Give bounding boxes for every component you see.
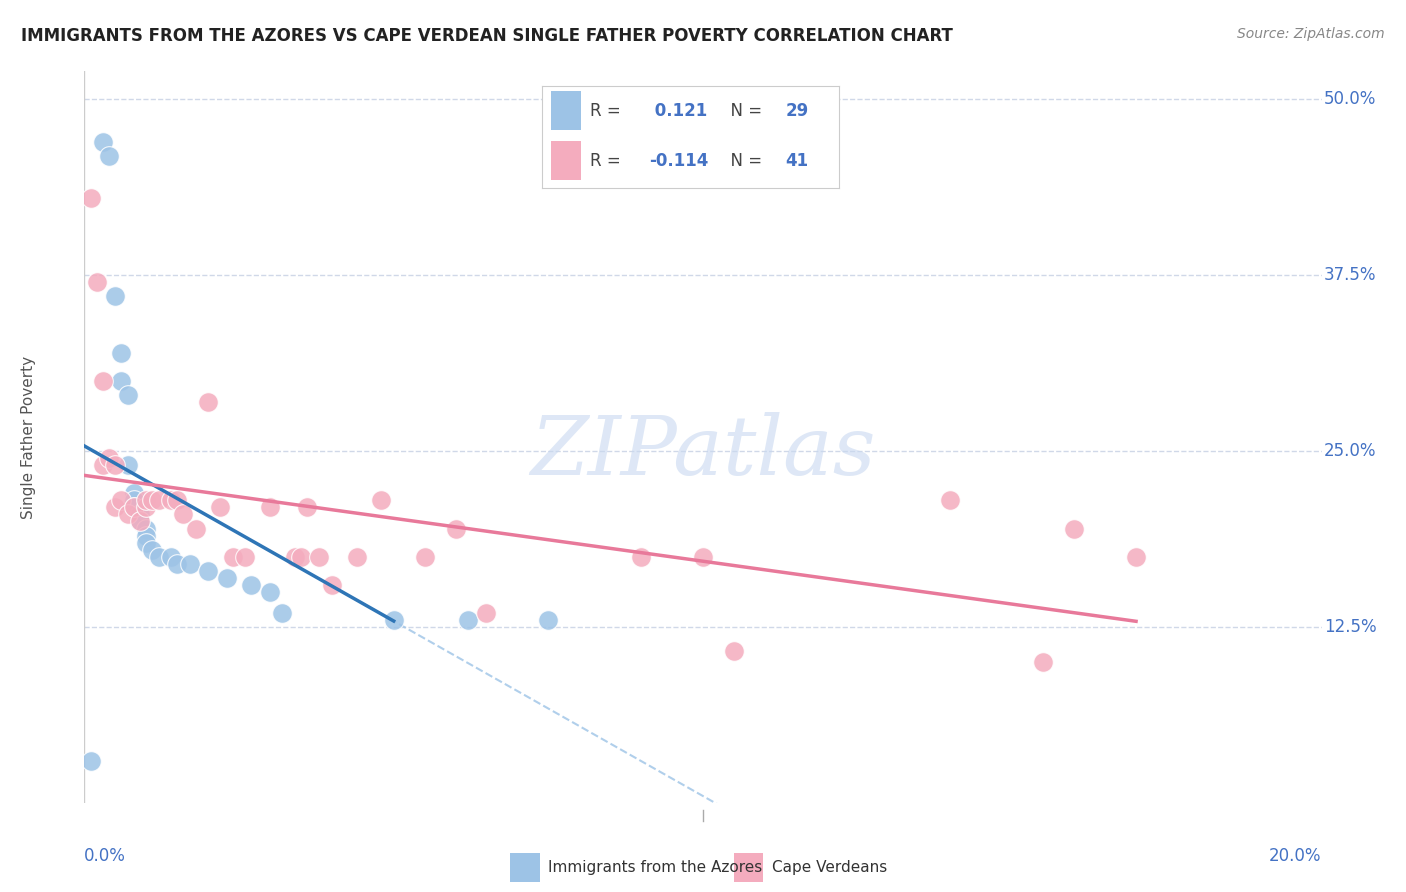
Point xyxy=(117,508,139,522)
Point xyxy=(457,613,479,627)
Point xyxy=(91,374,114,388)
Text: R =: R = xyxy=(589,152,626,169)
Text: Single Father Poverty: Single Father Poverty xyxy=(21,356,37,518)
Point xyxy=(444,521,467,535)
Bar xyxy=(551,141,581,180)
Point xyxy=(723,644,745,658)
Point xyxy=(1032,655,1054,669)
Text: Immigrants from the Azores: Immigrants from the Azores xyxy=(548,860,762,875)
Point xyxy=(537,613,560,627)
Text: N =: N = xyxy=(720,152,768,169)
Point xyxy=(172,508,194,522)
Point xyxy=(259,500,281,515)
Bar xyxy=(510,854,540,881)
Point xyxy=(122,493,145,508)
Text: 0.121: 0.121 xyxy=(650,102,707,120)
Point xyxy=(259,584,281,599)
Text: Source: ZipAtlas.com: Source: ZipAtlas.com xyxy=(1237,27,1385,41)
Point xyxy=(209,500,232,515)
Point xyxy=(135,535,157,549)
Point xyxy=(86,276,108,290)
Point xyxy=(104,500,127,515)
Point xyxy=(79,754,101,768)
Text: N =: N = xyxy=(720,102,768,120)
Point xyxy=(141,493,163,508)
Point xyxy=(129,508,152,522)
Point xyxy=(382,613,405,627)
Point xyxy=(197,564,219,578)
Point xyxy=(104,458,127,473)
Point xyxy=(184,521,207,535)
Point xyxy=(91,458,114,473)
Text: 37.5%: 37.5% xyxy=(1324,267,1376,285)
Point xyxy=(98,149,121,163)
Point xyxy=(160,549,183,564)
Point xyxy=(295,500,318,515)
Bar xyxy=(551,91,581,130)
Point xyxy=(308,549,330,564)
Point xyxy=(135,493,157,508)
Text: IMMIGRANTS FROM THE AZORES VS CAPE VERDEAN SINGLE FATHER POVERTY CORRELATION CHA: IMMIGRANTS FROM THE AZORES VS CAPE VERDE… xyxy=(21,27,953,45)
Point xyxy=(179,557,201,571)
Point xyxy=(135,528,157,542)
Point xyxy=(110,374,132,388)
Point xyxy=(117,388,139,402)
Point xyxy=(692,549,714,564)
Point xyxy=(129,515,152,529)
Text: Cape Verdeans: Cape Verdeans xyxy=(772,860,887,875)
Point xyxy=(91,135,114,149)
Text: 29: 29 xyxy=(786,102,808,120)
Point xyxy=(104,289,127,303)
Point xyxy=(117,458,139,473)
Point xyxy=(1063,521,1085,535)
Point xyxy=(110,493,132,508)
Text: 41: 41 xyxy=(786,152,808,169)
Text: 20.0%: 20.0% xyxy=(1270,847,1322,864)
Point xyxy=(122,500,145,515)
Point xyxy=(129,515,152,529)
Point xyxy=(346,549,368,564)
Text: 25.0%: 25.0% xyxy=(1324,442,1376,460)
Point xyxy=(148,549,170,564)
Point xyxy=(122,486,145,500)
Point xyxy=(630,549,652,564)
Text: 50.0%: 50.0% xyxy=(1324,90,1376,109)
Bar xyxy=(734,854,763,881)
Point xyxy=(98,451,121,466)
Text: 0.0%: 0.0% xyxy=(84,847,127,864)
Point xyxy=(197,395,219,409)
Point xyxy=(110,345,132,359)
Text: 12.5%: 12.5% xyxy=(1324,618,1376,636)
Point xyxy=(290,549,312,564)
Point xyxy=(271,606,294,620)
Text: ZIPatlas: ZIPatlas xyxy=(530,412,876,491)
Point xyxy=(135,521,157,535)
Point xyxy=(233,549,256,564)
Text: -0.114: -0.114 xyxy=(650,152,709,169)
Point xyxy=(1125,549,1147,564)
Point xyxy=(284,549,307,564)
Point xyxy=(413,549,436,564)
Point xyxy=(135,500,157,515)
Point xyxy=(240,578,263,592)
Point xyxy=(79,191,101,205)
Text: R =: R = xyxy=(589,102,626,120)
Point xyxy=(141,542,163,557)
Point xyxy=(166,493,188,508)
Point xyxy=(148,493,170,508)
Point xyxy=(475,606,498,620)
Point xyxy=(166,557,188,571)
Point xyxy=(160,493,183,508)
Point xyxy=(122,500,145,515)
Point xyxy=(321,578,343,592)
Point xyxy=(370,493,392,508)
Point xyxy=(939,493,962,508)
Point xyxy=(215,571,238,585)
Point xyxy=(222,549,245,564)
